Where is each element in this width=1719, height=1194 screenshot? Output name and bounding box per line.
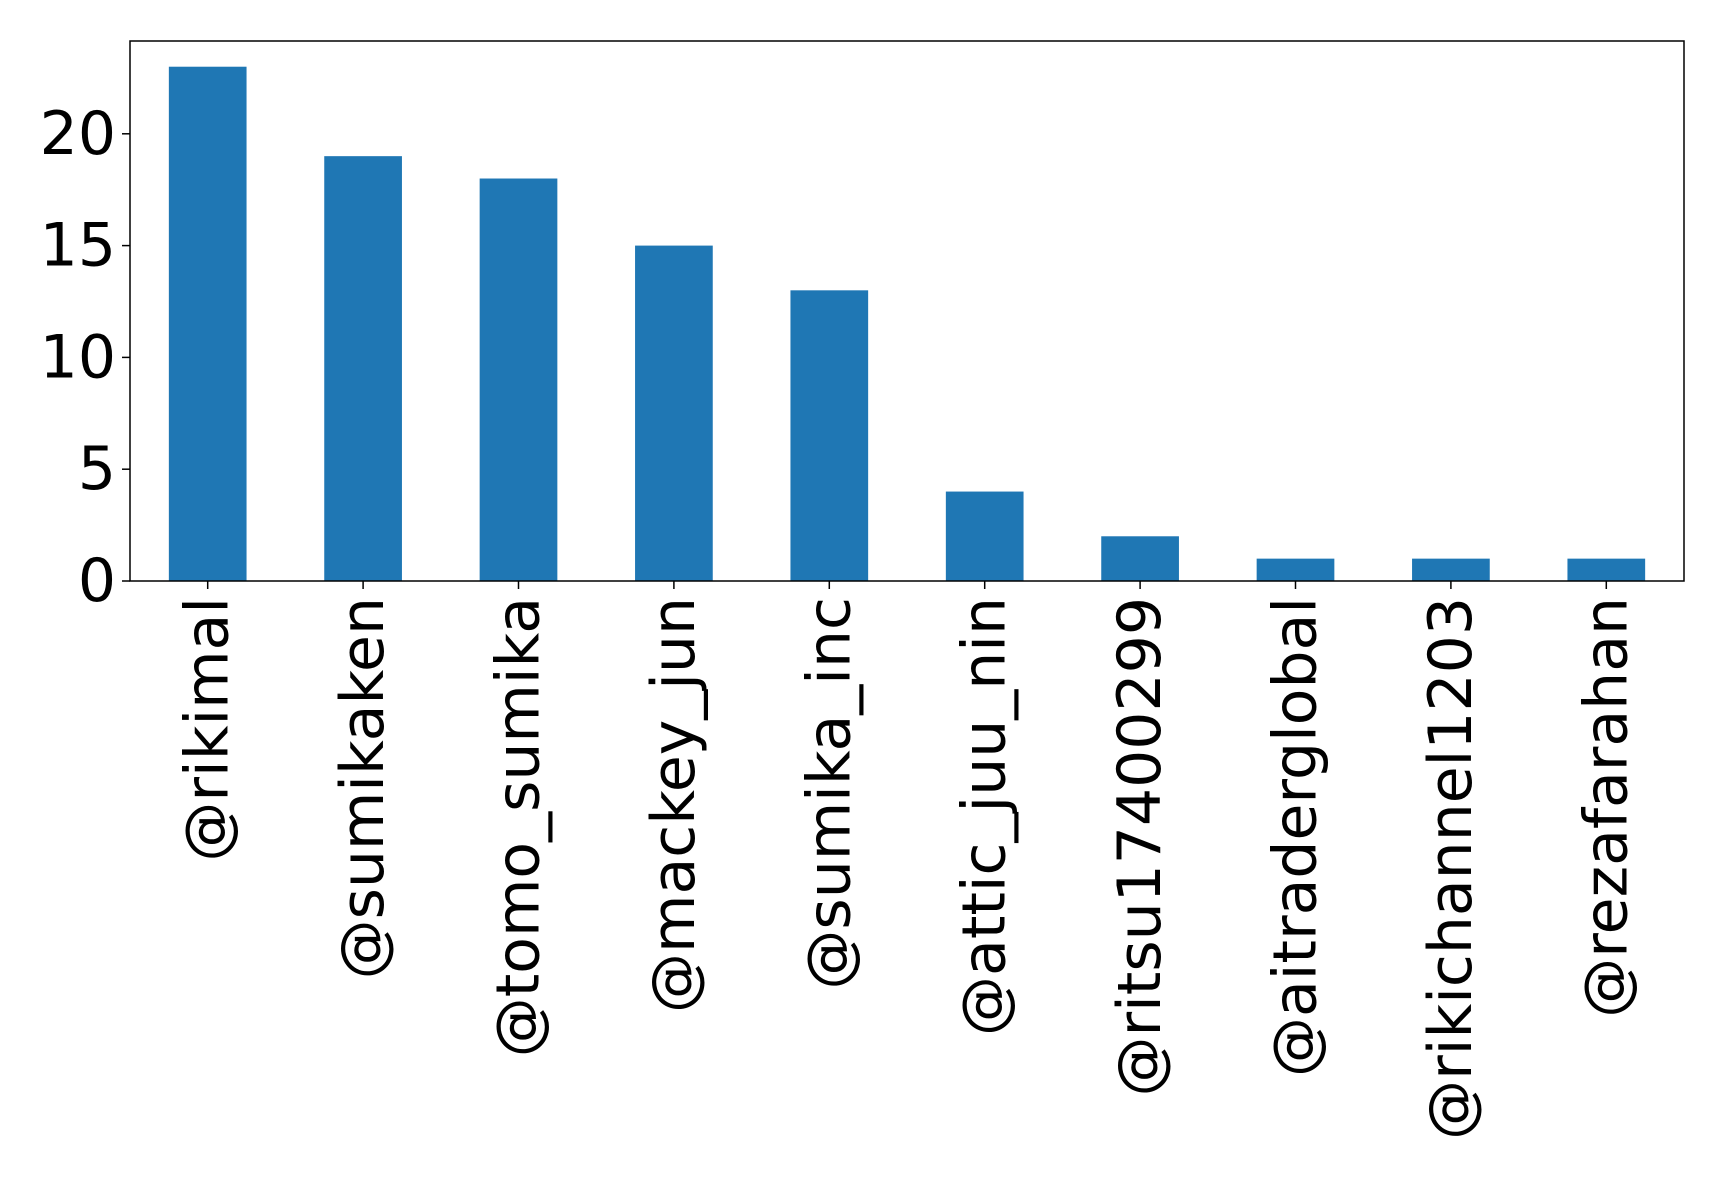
x-tick-label: @aitraderglobal xyxy=(1261,597,1331,1077)
x-axis: @rikimal @sumikaken @tomo_sumika @mackey_ju… xyxy=(173,581,1641,1140)
bar-sumikaken xyxy=(324,156,402,581)
bar-rikimal xyxy=(168,66,247,581)
bar-atticjuunin xyxy=(945,491,1024,581)
x-tick-label: @tomo_sumika xyxy=(484,597,554,1057)
x-tick-label: @ritsu17400299 xyxy=(1105,597,1175,1097)
bars-group xyxy=(168,66,1646,582)
x-tick-label: @sumika_inc xyxy=(794,597,864,990)
bar-rezafarahan xyxy=(1567,558,1646,581)
bar-rikichannel1203 xyxy=(1412,558,1490,581)
y-tick-label: 10 xyxy=(40,322,116,392)
y-tick-label: 15 xyxy=(40,211,116,281)
x-tick-label: @sumikaken xyxy=(328,597,398,979)
bar-sumikainc xyxy=(790,290,869,581)
x-tick-label: @rezafarahan xyxy=(1571,597,1641,1018)
y-axis: 0 5 10 15 20 xyxy=(40,99,130,616)
y-tick-label: 20 xyxy=(40,99,116,169)
x-tick-label: @attic_juu_nin xyxy=(950,597,1020,1036)
x-tick-label: @rikimal xyxy=(173,597,243,862)
plot-frame xyxy=(129,40,1685,582)
y-tick-label: 0 xyxy=(78,546,116,616)
bar-aitraderglobal xyxy=(1256,558,1335,581)
x-tick-label: @mackey_jun xyxy=(639,597,709,1013)
bar-tomosumika xyxy=(479,178,558,581)
bar-mackeyjun xyxy=(635,245,713,582)
bar-ritsu17400299 xyxy=(1101,536,1179,581)
y-tick-label: 5 xyxy=(78,434,116,504)
x-tick-label: @rikichannel1203 xyxy=(1416,597,1486,1140)
